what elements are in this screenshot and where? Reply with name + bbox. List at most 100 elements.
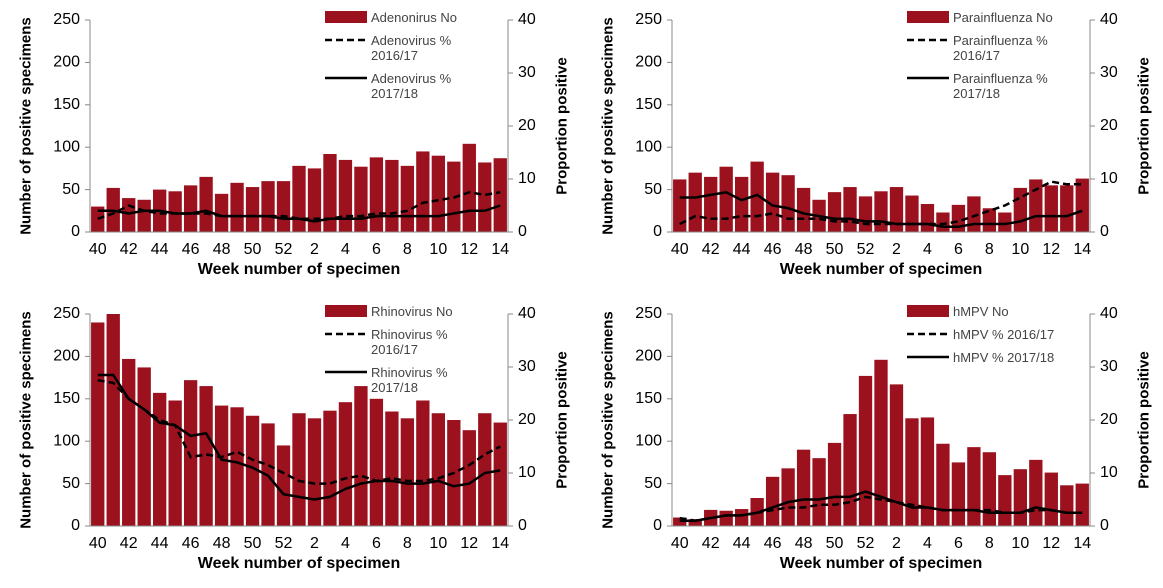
legend-swatch xyxy=(907,355,949,359)
bar xyxy=(431,155,445,232)
legend-label: Parainfluenza % 2016/17 xyxy=(953,33,1048,63)
bar xyxy=(369,157,384,232)
y-tick-label: 100 xyxy=(53,432,80,449)
legend: Adenonirus No Adenovirus % 2016/17 Adenovi… xyxy=(325,10,505,109)
y-axis-label: Number of positive specimens xyxy=(17,17,35,235)
y-axis-label: Number of positive specimens xyxy=(599,17,617,235)
bar xyxy=(812,458,826,526)
x-tick-label: 2 xyxy=(310,535,319,552)
y2-tick-label: 30 xyxy=(1100,64,1118,81)
x-tick-label: 46 xyxy=(182,535,200,552)
x-tick-label: 46 xyxy=(764,241,782,258)
bar xyxy=(874,359,888,526)
bar xyxy=(982,208,997,232)
legend-swatch xyxy=(325,332,367,336)
bar xyxy=(478,413,492,526)
line-series xyxy=(97,190,501,220)
bar xyxy=(688,519,702,526)
legend-item: Adenonirus No xyxy=(325,10,505,25)
y-tick-label: 200 xyxy=(635,54,662,71)
legend-label: Rhinovirus No xyxy=(371,304,453,319)
y-tick-label: 0 xyxy=(71,223,80,240)
bar xyxy=(1029,179,1043,232)
x-tick-label: 6 xyxy=(954,241,963,258)
x-tick-label: 12 xyxy=(460,241,478,258)
bar xyxy=(323,153,337,232)
legend-bar xyxy=(907,305,949,317)
x-tick-label: 6 xyxy=(954,535,963,552)
x-tick-label: 52 xyxy=(857,535,875,552)
bar xyxy=(91,322,105,526)
bar xyxy=(91,206,105,232)
bar xyxy=(967,447,981,526)
y-tick-label: 250 xyxy=(635,305,662,322)
y-axis-label: Number of positive specimens xyxy=(17,311,35,529)
bar xyxy=(292,413,306,526)
legend-bar xyxy=(907,11,949,23)
bar xyxy=(122,198,136,232)
bar xyxy=(874,191,888,232)
x-tick-label: 52 xyxy=(857,241,875,258)
bar xyxy=(936,443,950,526)
x-axis-label: Week number of specimen xyxy=(780,261,982,278)
bar xyxy=(354,166,368,232)
y2-tick-label: 20 xyxy=(518,117,536,134)
chart-panel: 0 50 100 150 200 250 0 10 20 30 40 40 42 44 46 48 50 52 2 4… xyxy=(0,294,581,588)
y-tick-label: 150 xyxy=(635,390,662,407)
bar xyxy=(416,400,430,526)
x-axis-label: Week number of specimen xyxy=(198,261,400,278)
legend-swatch xyxy=(325,11,367,23)
bar xyxy=(462,143,476,232)
legend-swatch xyxy=(907,11,949,23)
bar xyxy=(276,181,291,232)
bar xyxy=(796,449,811,526)
bar xyxy=(889,187,904,232)
x-tick-label: 12 xyxy=(1042,535,1060,552)
line-series xyxy=(679,490,1083,522)
y2-axis-label: Proportion positive xyxy=(553,57,571,195)
x-tick-label: 44 xyxy=(151,535,169,552)
legend-swatch xyxy=(325,370,367,374)
bar xyxy=(936,212,950,232)
legend-label: Parainfluenza No xyxy=(953,10,1053,25)
bar xyxy=(416,151,430,232)
bar xyxy=(843,187,857,232)
bar xyxy=(858,196,873,232)
legend-label: Adenovirus % 2017/18 xyxy=(371,71,452,101)
bar xyxy=(967,196,981,232)
y2-tick-label: 20 xyxy=(518,411,536,428)
bar xyxy=(369,398,384,526)
y-tick-label: 50 xyxy=(644,475,662,492)
x-tick-label: 12 xyxy=(460,535,478,552)
legend-swatch xyxy=(907,332,949,336)
x-tick-label: 42 xyxy=(702,535,720,552)
legend-item: Parainfluenza No xyxy=(907,10,1087,25)
bar xyxy=(214,193,229,232)
bar xyxy=(704,176,718,232)
x-tick-label: 52 xyxy=(275,241,293,258)
bar xyxy=(1075,483,1089,526)
y-tick-label: 150 xyxy=(53,96,80,113)
bar xyxy=(920,204,935,232)
line-series xyxy=(97,379,501,485)
x-tick-label: 42 xyxy=(702,241,720,258)
bar xyxy=(827,442,842,526)
bar xyxy=(292,165,306,232)
y-tick-label: 200 xyxy=(53,348,80,365)
legend-label: Adenonirus No xyxy=(371,10,457,25)
legend-item: Parainfluenza % 2017/18 xyxy=(907,71,1087,101)
x-axis-label: Week number of specimen xyxy=(780,555,982,572)
x-tick-label: 44 xyxy=(151,241,169,258)
y-tick-label: 0 xyxy=(653,223,662,240)
bar xyxy=(673,517,687,526)
legend-label: Rhinovirus % 2016/17 xyxy=(371,327,448,357)
x-tick-label: 10 xyxy=(429,535,447,552)
bar xyxy=(106,314,120,526)
x-tick-label: 6 xyxy=(372,241,381,258)
legend-label: hMPV % 2016/17 xyxy=(953,327,1055,342)
y2-tick-label: 30 xyxy=(1100,358,1118,375)
y-axis-label: Number of positive specimens xyxy=(599,311,617,529)
